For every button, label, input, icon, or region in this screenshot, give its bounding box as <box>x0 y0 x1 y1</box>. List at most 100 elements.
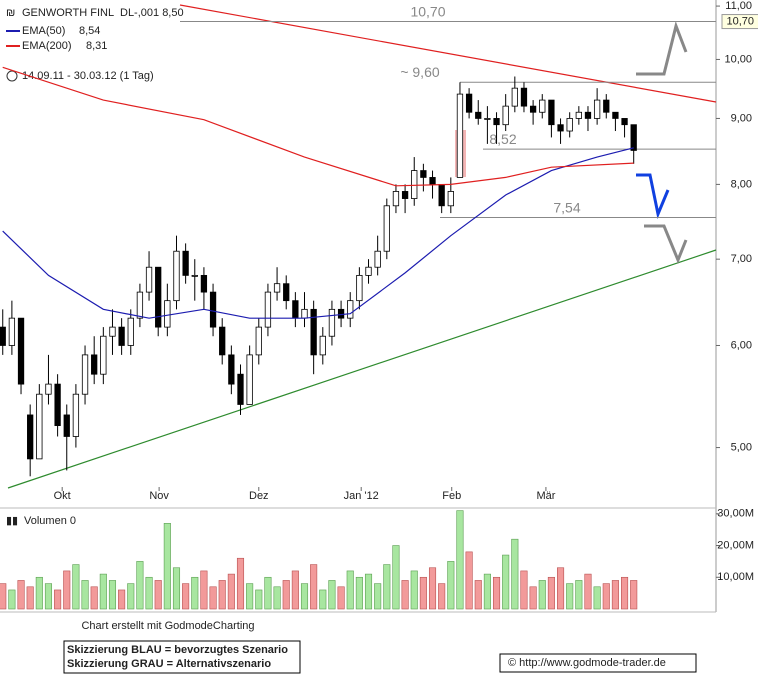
candle-body <box>17 317 25 385</box>
candle-body <box>109 326 116 337</box>
volume-bar <box>154 580 162 610</box>
y-tick-label: 9,00 <box>731 112 752 124</box>
candle-body <box>237 373 244 405</box>
candle-body <box>401 191 409 199</box>
candle-body <box>465 93 473 113</box>
x-tick-label: Okt <box>54 490 71 502</box>
candle-body <box>337 308 345 319</box>
y-tick-label: 6,00 <box>731 339 752 351</box>
candle-body <box>411 170 418 199</box>
volume-bar <box>529 586 537 610</box>
icon: ▮▮ <box>6 515 18 527</box>
candle-body <box>548 99 555 126</box>
volume-bar <box>72 564 80 610</box>
volume-bar <box>136 561 144 610</box>
candle-body <box>575 111 582 119</box>
candle-body <box>136 291 144 319</box>
volume-bar <box>328 580 336 610</box>
chart-subtitle: DL-,001 8,50 <box>120 7 184 19</box>
volume-bar <box>374 583 382 610</box>
candle-body <box>520 87 528 107</box>
candle-body <box>301 308 308 319</box>
candle-body <box>81 354 89 395</box>
volume-bar <box>63 570 71 610</box>
note: Skizzierung GRAU = Alternativszenario <box>67 658 271 670</box>
candle-body <box>511 87 518 107</box>
legend-value: 8,31 <box>86 40 107 52</box>
candle-body <box>273 283 281 293</box>
volume-bar <box>310 564 318 610</box>
volume-bar <box>602 583 610 610</box>
volume-bar <box>584 573 592 610</box>
candle-body <box>118 326 125 346</box>
legend-label: EMA(50) <box>22 25 65 37</box>
volume-bar <box>547 576 555 610</box>
candle-body <box>200 274 208 293</box>
y-tick-label: 10,00 <box>724 53 752 65</box>
note: Skizzierung BLAU = bevorzugtes Szenario <box>67 644 288 656</box>
candle-body <box>191 274 198 277</box>
volume-bar <box>593 586 601 610</box>
volume-bar <box>611 580 619 610</box>
volume-bar <box>502 554 510 610</box>
candle-body <box>228 354 235 385</box>
legend-label: EMA(200) <box>22 40 72 52</box>
y-tick-label: 11,00 <box>725 0 752 12</box>
volume-bar <box>8 589 16 610</box>
candle-body <box>319 335 326 356</box>
candle-body <box>484 118 491 120</box>
volume-bar <box>538 580 546 610</box>
level-label: 8,52 <box>489 131 516 147</box>
period: 14.09.11 - 30.03.12 (1 Tag) <box>22 70 154 82</box>
candle-body <box>374 250 381 268</box>
candle-body <box>54 383 61 427</box>
x-tick-label: Feb <box>442 490 461 502</box>
volume-bar <box>428 567 437 610</box>
volume-bar <box>355 576 363 610</box>
volume-bar <box>419 576 427 610</box>
current-marker <box>721 14 758 30</box>
candle-body <box>63 414 70 437</box>
candle-body <box>36 393 43 460</box>
clock-icon <box>6 70 18 82</box>
candle-body <box>72 393 80 437</box>
volume-bar <box>392 545 400 610</box>
volume-bar <box>172 567 181 610</box>
volume-bar <box>483 573 491 610</box>
volume-bar <box>108 580 117 610</box>
volume-bar <box>291 570 299 610</box>
volume-bar <box>364 573 373 610</box>
source-box <box>499 653 697 673</box>
candle-body <box>145 266 153 293</box>
volume-bar <box>218 580 226 610</box>
candle-body <box>182 250 189 276</box>
volume-bar <box>90 586 98 610</box>
volume-bar <box>438 583 446 610</box>
candle-body <box>255 326 262 356</box>
volume-bar <box>44 583 53 610</box>
candle-body <box>557 124 564 132</box>
volume-bar <box>337 586 345 610</box>
volume-bar <box>575 580 583 610</box>
volume-bar <box>474 580 482 610</box>
volume-bar <box>118 589 126 610</box>
volume-bar <box>17 580 25 610</box>
x-tick-label: Dez <box>249 490 269 502</box>
source: © http://www.godmode-trader.de <box>508 657 666 669</box>
volume-bar <box>520 570 528 610</box>
ema-line <box>2 66 634 187</box>
candle-body <box>347 300 354 319</box>
candle-body <box>27 414 34 460</box>
candle-body <box>127 317 134 346</box>
candle-body <box>584 111 592 119</box>
candle-body <box>173 250 180 302</box>
candle-body <box>630 124 637 151</box>
candle-body <box>392 191 400 207</box>
candle-body <box>447 191 454 207</box>
volume-bar <box>200 570 208 610</box>
candle-body <box>475 111 482 119</box>
scenario-gray-down <box>644 224 688 264</box>
ema-line <box>2 147 634 319</box>
